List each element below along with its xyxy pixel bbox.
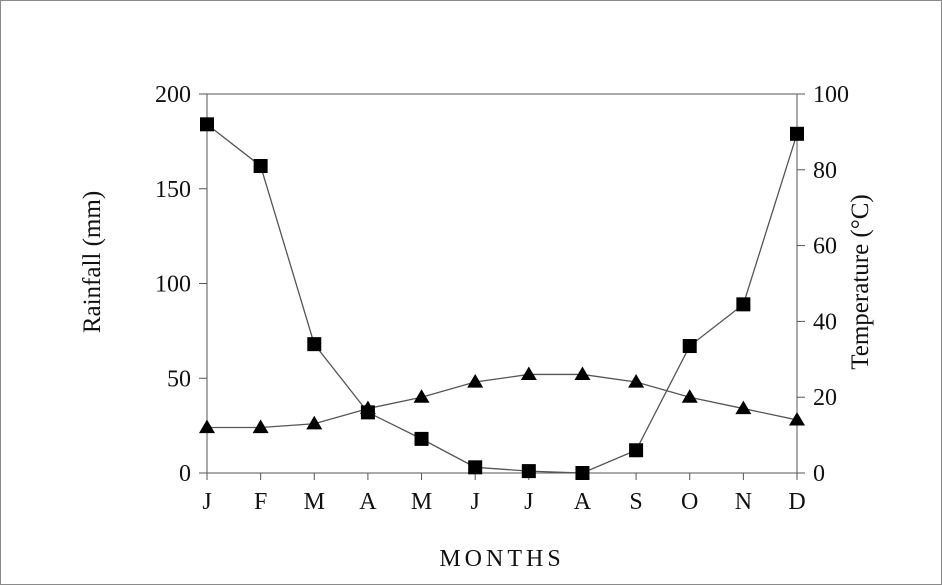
square-marker — [414, 431, 429, 446]
triangle-marker — [520, 366, 537, 381]
y-right-tick-label: 100 — [813, 82, 849, 108]
x-tick-label: M — [304, 489, 325, 515]
x-tick-label: F — [254, 489, 267, 515]
square-marker — [307, 337, 322, 352]
triangle-marker — [789, 411, 805, 426]
triangle-marker — [735, 400, 752, 415]
y-left-tick-label: 50 — [167, 366, 191, 392]
x-tick-label: J — [202, 489, 211, 515]
x-tick-label: D — [788, 489, 805, 515]
triangle-marker — [252, 419, 269, 434]
chart-labels: Rainfall (mm) Temperature (°C) MONTHS 0 5… — [79, 82, 874, 572]
y-left-tick-label: 100 — [155, 272, 191, 298]
square-marker — [682, 339, 697, 354]
y-axis-right-title: Temperature (°C) — [847, 194, 874, 370]
series-line-triangle — [207, 373, 798, 429]
y-right-tick-label: 40 — [813, 309, 837, 335]
triangle-marker — [467, 374, 484, 388]
y-right-tick-label: 80 — [813, 158, 837, 184]
triangle-marker — [306, 415, 323, 430]
y-left-tick-label: 200 — [155, 82, 191, 108]
square-marker — [200, 117, 214, 132]
chart-axes — [199, 93, 805, 480]
triangle-marker — [681, 389, 698, 403]
x-tick-label: N — [735, 489, 752, 515]
square-marker — [468, 460, 483, 475]
y-right-tick-label: 0 — [813, 461, 825, 487]
triangle-marker — [574, 366, 591, 381]
square-marker — [629, 443, 644, 458]
x-tick-label: O — [681, 489, 698, 515]
series-line-square — [206, 123, 798, 474]
y-right-tick-label: 60 — [813, 234, 837, 260]
y-axis-left-title: Rainfall (mm) — [79, 191, 106, 333]
triangle-marker — [413, 389, 430, 403]
triangle-marker — [628, 374, 645, 388]
chart-series-lines — [206, 123, 798, 474]
x-tick-label: A — [359, 489, 377, 515]
x-axis-title: MONTHS — [439, 546, 564, 572]
square-marker — [253, 159, 268, 174]
square-marker — [521, 464, 536, 479]
y-left-tick-label: 150 — [155, 177, 191, 203]
x-tick-label: M — [411, 489, 432, 515]
triangle-marker — [199, 419, 215, 434]
x-tick-label: J — [524, 489, 533, 515]
y-left-tick-label: 0 — [179, 461, 191, 487]
square-marker — [736, 297, 751, 312]
triangle-marker — [359, 400, 376, 415]
y-right-tick-label: 20 — [813, 385, 837, 411]
square-marker — [575, 466, 590, 480]
square-marker — [790, 126, 804, 141]
chart-markers — [199, 117, 805, 480]
x-tick-label: S — [629, 489, 642, 515]
x-tick-label: A — [574, 489, 592, 515]
x-tick-label: J — [471, 489, 480, 515]
